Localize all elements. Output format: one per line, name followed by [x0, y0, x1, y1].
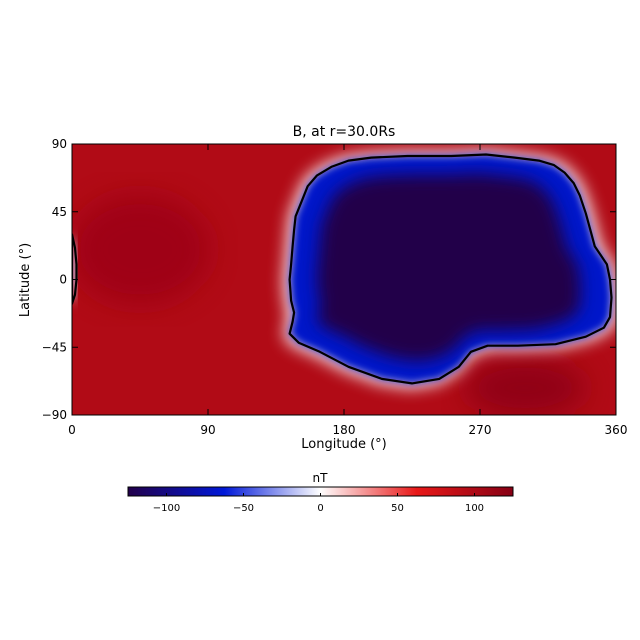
y-tick-label: −90	[42, 408, 67, 422]
y-axis: 90 45 0 −45 −90	[42, 137, 616, 422]
colorbar-tick-label: 50	[391, 503, 404, 514]
y-tick-label: 90	[52, 137, 67, 151]
y-tick-label: 0	[59, 273, 67, 287]
y-axis-label: Latitude (°)	[18, 243, 33, 317]
colorbar-ticks: −100 −50 0 50 100	[153, 493, 484, 514]
y-tick-label: −45	[42, 340, 67, 354]
x-tick-label: 0	[68, 423, 76, 437]
y-tick-label: 45	[52, 205, 67, 219]
colorbar-tick-label: −100	[153, 503, 180, 514]
x-axis: 0 90 180 270 360	[68, 144, 627, 437]
x-axis-label: Longitude (°)	[301, 437, 386, 452]
colorbar-label: nT	[313, 471, 329, 485]
x-tick-label: 360	[605, 423, 628, 437]
zero-contour	[288, 153, 613, 385]
zero-contour	[72, 233, 78, 305]
colorbar-tick-label: 100	[465, 503, 484, 514]
chart-title: B, at r=30.0Rs	[293, 124, 396, 140]
x-tick-label: 270	[469, 423, 492, 437]
positive-peak	[72, 194, 210, 305]
colorbar-tick-label: 0	[317, 503, 323, 514]
positive-peak	[465, 357, 586, 415]
negative-core	[316, 173, 581, 362]
heatmap-area	[72, 144, 616, 415]
x-tick-label: 180	[333, 423, 356, 437]
colorbar-tick-label: −50	[233, 503, 254, 514]
x-tick-label: 90	[200, 423, 215, 437]
